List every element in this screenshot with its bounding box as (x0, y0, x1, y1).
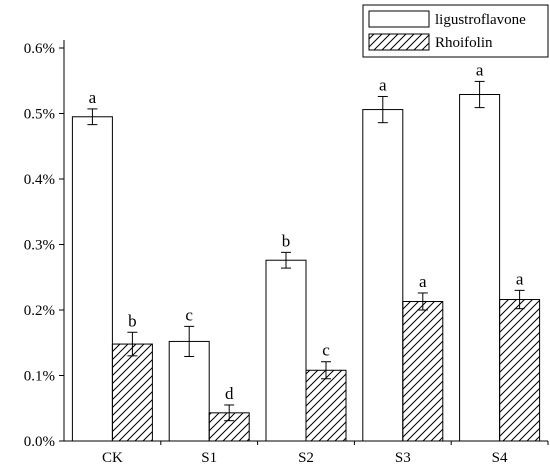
bar-ligustroflavone-s1 (168, 340, 210, 442)
significance-letter: b (282, 231, 291, 250)
x-tick-label: S3 (395, 450, 411, 466)
significance-letter: a (516, 269, 524, 288)
significance-letter: a (379, 75, 387, 94)
x-tick-label: S4 (492, 450, 508, 466)
bar-rhoifolin-s2 (305, 369, 347, 442)
y-tick-label: 0.3% (24, 238, 55, 254)
bar-ligustroflavone-s2 (265, 259, 307, 442)
legend-label-rhoifolin: Rhoifolin (435, 35, 493, 51)
bar-rhoifolin-ck (111, 343, 153, 442)
y-tick-label: 0.4% (24, 172, 55, 188)
legend-swatch-ligustroflavone (368, 10, 430, 28)
y-tick-label: 0.2% (24, 303, 55, 319)
legend-label-ligustroflavone: ligustroflavone (435, 12, 526, 28)
significance-letter: a (419, 272, 427, 291)
x-tick-label: S2 (298, 450, 314, 466)
y-tick-label: 0.0% (24, 434, 55, 450)
legend-swatch-rhoifolin (368, 33, 430, 51)
significance-letter: c (322, 341, 330, 360)
significance-letter: a (476, 60, 484, 79)
bar-rhoifolin-s3 (402, 300, 444, 442)
significance-letter: b (128, 311, 137, 330)
y-tick-label: 0.1% (24, 369, 55, 385)
significance-letter: d (225, 384, 234, 403)
x-tick-label: S1 (201, 450, 217, 466)
y-tick-label: 0.6% (24, 41, 55, 57)
bar-ligustroflavone-ck (71, 116, 113, 442)
significance-letter: c (185, 305, 193, 324)
bar-rhoifolin-s4 (499, 299, 541, 442)
y-tick-label: 0.5% (24, 107, 55, 123)
bar-ligustroflavone-s4 (459, 94, 501, 442)
bar-ligustroflavone-s3 (362, 109, 404, 442)
x-tick-label: CK (102, 450, 123, 466)
significance-letter: a (89, 88, 97, 107)
